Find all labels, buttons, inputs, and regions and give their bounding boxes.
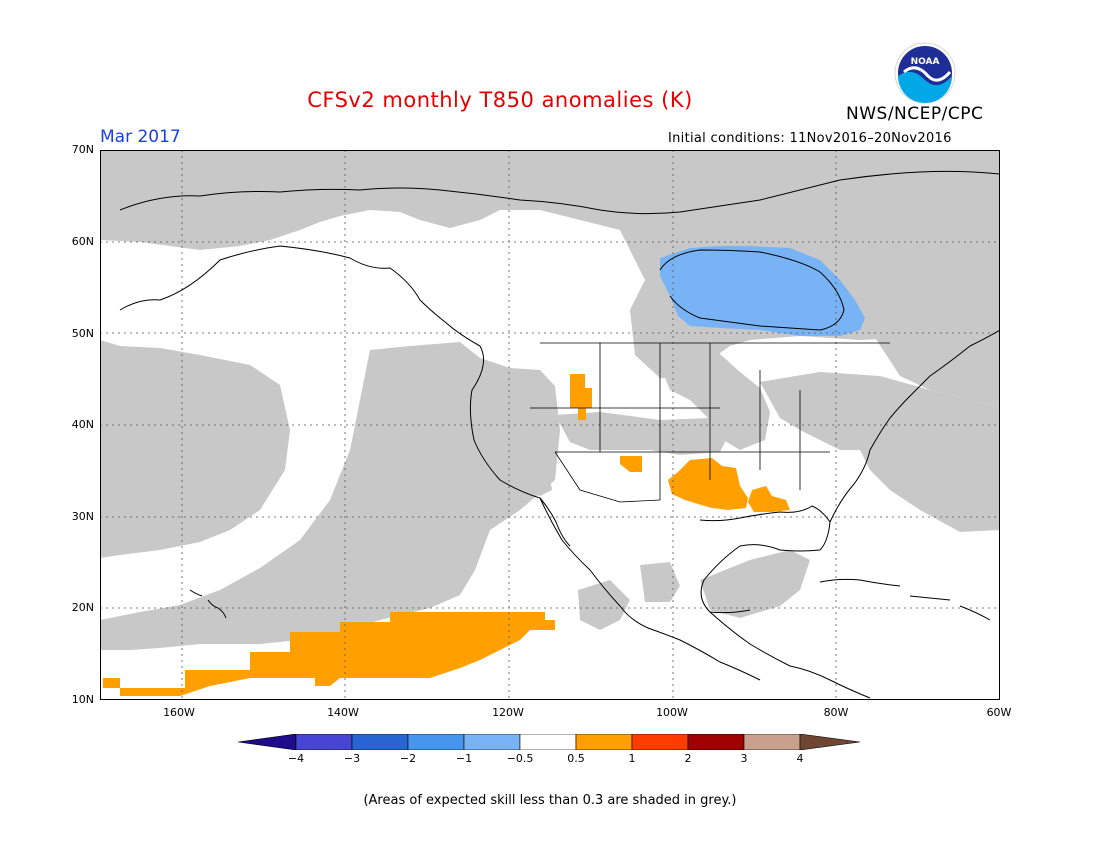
anomaly-map <box>100 150 1000 700</box>
grey-region-great-basin <box>555 412 730 455</box>
lon-label-80w: 80W <box>823 706 849 719</box>
grey-region-gulf-of-alaska <box>100 342 560 650</box>
graticule <box>100 150 1000 700</box>
colorbar-bin-1-2 <box>631 734 689 750</box>
skill-note: (Areas of expected skill less than 0.3 a… <box>363 793 737 808</box>
lon-label-100w: 100W <box>656 706 688 719</box>
coast-central-america <box>709 611 871 699</box>
colorbar-bin-minus1-minus0p5 <box>463 734 521 750</box>
lat-label-10n: 10N <box>71 693 94 706</box>
grey-region-pacific <box>100 340 290 558</box>
noaa-logo-icon: NOAA <box>894 42 956 104</box>
map-title: CFSv2 monthly T850 anomalies (K) <box>307 88 693 112</box>
colorbar-bin-0p5-1 <box>575 734 633 750</box>
colorbar-bin-minus2-minus1 <box>407 734 465 750</box>
colorbar-label: 2 <box>684 752 692 765</box>
warm-region-rockies <box>570 374 592 420</box>
lat-label-20n: 20N <box>71 601 94 614</box>
warm-anomaly-regions <box>103 374 790 696</box>
grey-region-interior-west <box>478 382 552 496</box>
coast-caribbean-islands <box>819 578 991 621</box>
colorbar-bin-2-3 <box>687 734 745 750</box>
coast-baja <box>539 497 571 547</box>
coast-alaska-westcoast <box>119 245 481 347</box>
colorbar-bin-minus3-minus2 <box>351 734 409 750</box>
lat-label-30n: 30N <box>71 510 94 523</box>
colorbar-label: 0.5 <box>567 752 585 765</box>
colorbar-bin-gt-4 <box>799 734 861 750</box>
svg-text:NOAA: NOAA <box>911 57 940 67</box>
colorbar-label: −3 <box>343 752 361 765</box>
coast-arctic <box>119 170 1000 215</box>
lon-label-120w: 120W <box>492 706 524 719</box>
grey-region-southwest-pacific <box>640 562 680 602</box>
colorbar-label: 4 <box>796 752 804 765</box>
initial-conditions-label: Initial conditions: 11Nov2016–20Nov2016 <box>668 131 952 146</box>
colorbar-label: 3 <box>740 752 748 765</box>
coastlines <box>119 170 1000 699</box>
lat-label-40n: 40N <box>71 418 94 431</box>
grey-region-caribbean <box>700 550 810 618</box>
state-borders <box>530 342 890 503</box>
lon-label-60w: 60W <box>986 706 1012 719</box>
coast-hawaii <box>189 589 227 619</box>
warm-region-new-mexico <box>620 456 642 472</box>
coast-hudson-bay <box>659 249 845 331</box>
grey-region-midwest <box>660 340 770 450</box>
period-label: Mar 2017 <box>100 127 181 147</box>
colorbar-label: −1 <box>455 752 473 765</box>
lat-label-50n: 50N <box>71 327 94 340</box>
coast-pacific-northwest <box>469 345 761 681</box>
lon-label-160w: 160W <box>163 706 195 719</box>
coast-gulf-mexico <box>699 505 831 614</box>
colorbar-label: −0.5 <box>506 752 534 765</box>
colorbar-label: 1 <box>628 752 636 765</box>
colorbar <box>238 734 861 750</box>
colorbar-label: −4 <box>287 752 305 765</box>
colorbar-label: −2 <box>399 752 417 765</box>
warm-region-gulf-coast <box>748 486 790 512</box>
colorbar-bin-3-4 <box>743 734 801 750</box>
warm-region-south-central <box>668 458 748 510</box>
colorbar-bin-lt-minus4 <box>238 734 297 750</box>
grey-region-canada-east <box>870 326 1000 408</box>
org-label: NWS/NCEP/CPC <box>846 104 984 124</box>
colorbar-bin-neutral <box>519 734 577 750</box>
colorbar-bin-minus4-minus3 <box>295 734 353 750</box>
coast-east <box>829 329 1000 523</box>
grey-region-mexico-pacific <box>578 580 630 630</box>
lat-label-70n: 70N <box>71 143 94 156</box>
warm-region-subtropical-pacific <box>103 612 555 696</box>
lat-label-60n: 60N <box>71 235 94 248</box>
grey-region-east <box>760 372 1000 532</box>
lon-label-140w: 140W <box>327 706 359 719</box>
